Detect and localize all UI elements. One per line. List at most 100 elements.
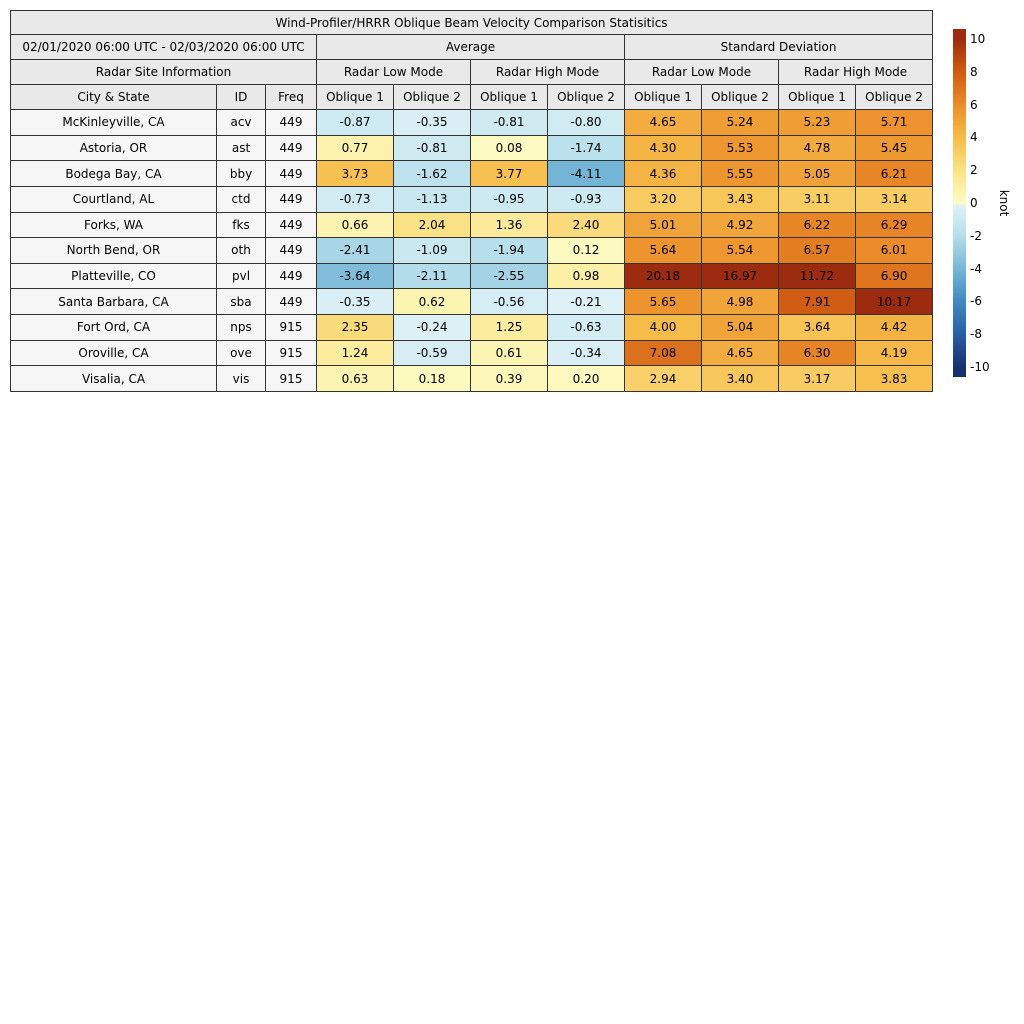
city-cell: Santa Barbara, CA [10,288,217,315]
value-cell: 0.08 [470,134,548,162]
column-header-row: City & State ID Freq Oblique 1 Oblique 2… [10,84,934,110]
colorbar-tick-label: 6 [970,97,978,112]
value-cell: 0.63 [316,365,394,392]
value-cell: -2.55 [470,262,548,290]
value-cell: 0.98 [547,262,625,290]
site-id-cell: bby [216,160,266,187]
value-cell: 4.65 [624,109,702,136]
oblique1-col-header: Oblique 1 [778,84,856,110]
value-cell: 11.72 [778,262,856,290]
value-cell: -2.11 [393,262,471,290]
colorbar-tick-label: -10 [970,360,990,375]
value-cell: 4.98 [701,288,779,315]
value-cell: 3.40 [701,365,779,392]
value-cell: 3.17 [778,365,856,392]
value-cell: -0.81 [393,134,471,162]
freq-cell: 449 [265,211,317,239]
value-cell: 5.64 [624,237,702,264]
site-id-cell: pvl [216,262,266,290]
chart-title: Wind-Profiler/HRRR Oblique Beam Velocity… [9,10,934,35]
value-cell: -1.09 [393,237,471,264]
freq-cell: 915 [265,365,317,392]
value-cell: 4.19 [854,339,934,367]
city-cell: Oroville, CA [10,339,217,367]
value-cell: 1.24 [316,339,394,367]
oblique1-col-header: Oblique 1 [624,84,702,110]
value-cell: -0.63 [547,314,625,341]
value-cell: 4.36 [624,160,702,187]
value-cell: 4.92 [701,211,779,239]
value-cell: 2.40 [547,211,625,239]
value-cell: -0.35 [393,109,471,136]
value-cell: 0.20 [547,365,625,392]
value-cell: 4.65 [701,339,779,367]
colorbar-unit-label: knot [997,189,1011,217]
table-row: Santa Barbara, CA sba 449 -0.35 0.62 -0.56 -0.… [10,288,934,315]
value-cell: 20.18 [624,262,702,290]
oblique2-col-header: Oblique 2 [701,84,779,110]
table-row: Astoria, OR ast 449 0.77 -0.81 0.08 -1.74 4.30 5… [10,134,934,162]
value-cell: 5.65 [624,288,702,315]
oblique2-col-header: Oblique 2 [547,84,625,110]
value-cell: -0.95 [470,185,548,213]
colorbar [953,29,966,377]
value-cell: 3.64 [778,314,856,341]
oblique1-col-header: Oblique 1 [470,84,548,110]
value-cell: 3.73 [316,160,394,187]
colorbar-tick-label: 10 [970,31,986,46]
table-row: Visalia, CA vis 915 0.63 0.18 0.39 0.20 2.94 3.4… [10,365,934,392]
value-cell: 0.77 [316,134,394,162]
table-row: Bodega Bay, CA bby 449 3.73 -1.62 3.77 -4.11 4.… [10,160,934,187]
value-cell: -3.64 [316,262,394,290]
value-cell: 4.42 [854,314,934,341]
colorbar-ticks: 10 8 6 4 2 0 -2 -4 -6 -8 -10 [970,29,1010,377]
value-cell: -0.81 [470,109,548,136]
freq-cell: 915 [265,314,317,341]
city-cell: Fort Ord, CA [10,314,217,341]
avg-high-mode-label: Radar High Mode [470,59,625,85]
oblique2-col-header: Oblique 2 [854,84,934,110]
value-cell: -0.73 [316,185,394,213]
freq-cell: 915 [265,339,317,367]
value-cell: 5.55 [701,160,779,187]
value-cell: -1.13 [393,185,471,213]
value-cell: -0.35 [316,288,394,315]
value-cell: -1.74 [547,134,625,162]
value-cell: 2.94 [624,365,702,392]
table-row: Platteville, CO pvl 449 -3.64 -2.11 -2.55 0.98… [10,262,934,290]
value-cell: 16.97 [701,262,779,290]
table-row: Fort Ord, CA nps 915 2.35 -0.24 1.25 -0.63 4.00… [10,314,934,341]
value-cell: 6.90 [854,262,934,290]
sd-high-mode-label: Radar High Mode [777,59,934,85]
site-id-cell: ast [216,134,266,162]
value-cell: 4.00 [624,314,702,341]
group-row-2: Radar Site Information Radar Low Mode Ra… [10,59,934,85]
value-cell: 3.43 [701,185,779,213]
site-id-cell: vis [216,365,266,392]
site-id-cell: ove [216,339,266,367]
site-info-label: Radar Site Information [10,59,317,85]
value-cell: 4.78 [778,134,856,162]
value-cell: 5.23 [778,109,856,136]
value-cell: 0.12 [547,237,625,264]
city-cell: Bodega Bay, CA [10,160,217,187]
value-cell: 4.30 [624,134,702,162]
value-cell: 0.62 [393,288,471,315]
title-row: Wind-Profiler/HRRR Oblique Beam Velocity… [9,10,934,35]
site-id-cell: acv [216,109,266,136]
city-cell: Visalia, CA [10,365,217,392]
value-cell: 6.01 [854,237,934,264]
value-cell: 5.54 [701,237,779,264]
value-cell: 3.20 [624,185,702,213]
sd-low-mode-label: Radar Low Mode [624,59,779,85]
value-cell: -2.41 [316,237,394,264]
site-id-cell: nps [216,314,266,341]
value-cell: 7.91 [778,288,856,315]
table-row: Oroville, CA ove 915 1.24 -0.59 0.61 -0.34 7.08… [10,339,934,367]
value-cell: 6.21 [854,160,934,187]
colorbar-tick-label: 8 [970,64,978,79]
table-row: North Bend, OR oth 449 -2.41 -1.09 -1.94 0.12 5… [10,237,934,264]
freq-col-header: Freq [265,84,317,110]
value-cell: -0.87 [316,109,394,136]
value-cell: -0.34 [547,339,625,367]
